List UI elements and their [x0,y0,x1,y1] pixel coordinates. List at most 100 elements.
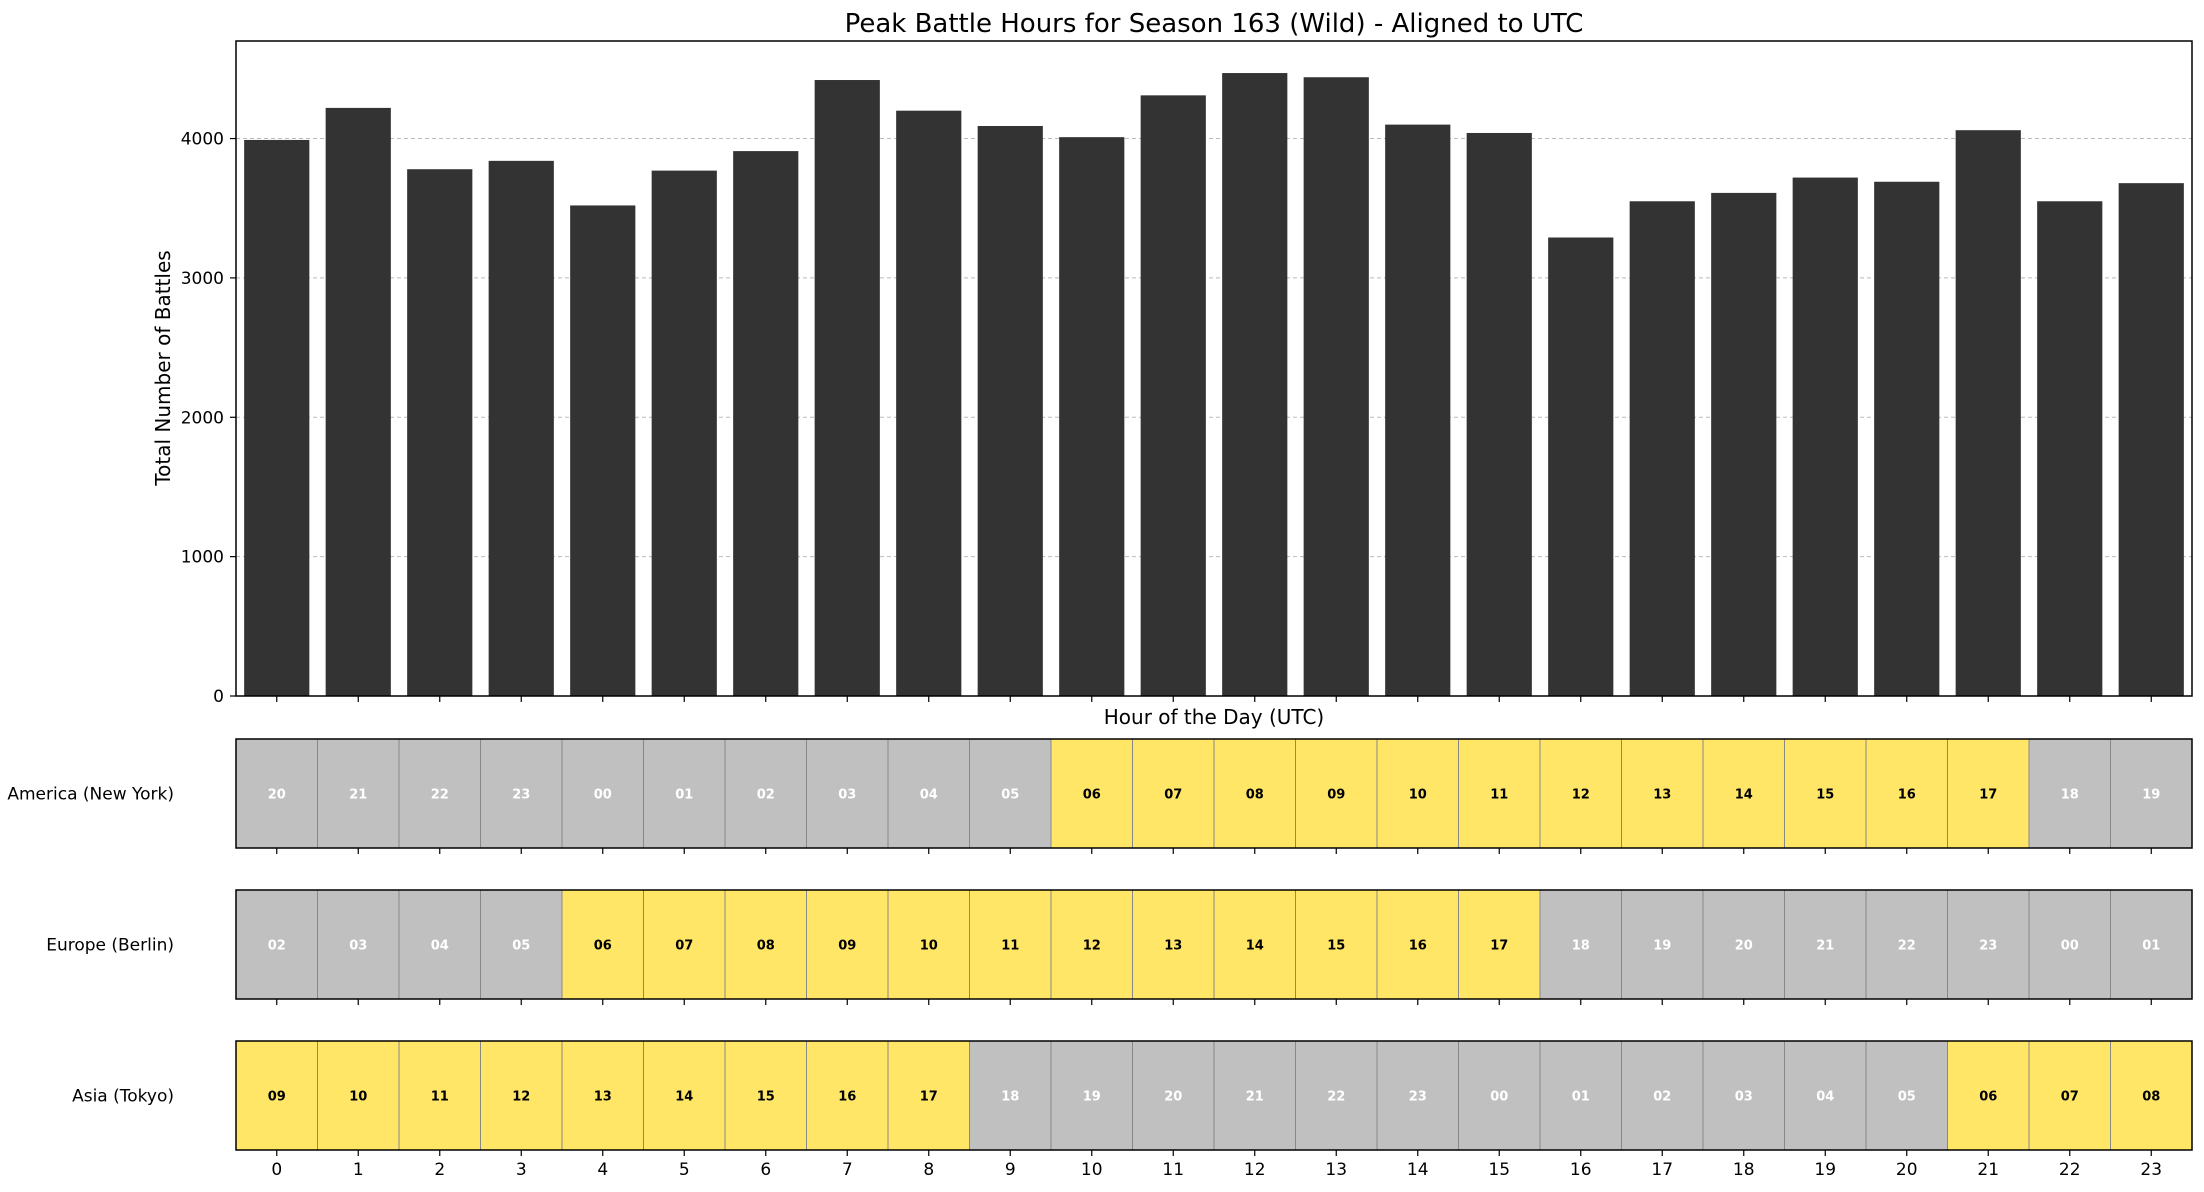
bar [651,170,717,696]
bar [1466,132,1532,696]
local-hour-label: 09 [838,939,856,954]
local-hour-label: 21 [1246,1090,1264,1105]
x-tick-label: 19 [1814,1160,1836,1180]
peak-hour-cell [561,1040,644,1151]
local-hour-label: 19 [2142,788,2160,803]
x-tick-label: 7 [842,1160,853,1180]
local-hour-label: 09 [1327,788,1345,803]
bar-plot-frame [235,40,2193,697]
timezone-row-frame [235,1040,2193,1151]
hour-x-ticks: 0 1 2 3 4 5 6 7 8 9 10 11 12 13 14 15 16 17 18 19 20 21 22 23 [271,1160,2162,1180]
local-hour-label: 01 [675,788,693,803]
timezone-row: Europe (Berlin) 02 03 04 05 06 07 08 09 10 11 12 13 1… [46,889,2193,1005]
local-hour-label: 09 [268,1090,286,1105]
bar [1222,73,1288,696]
y-axis-ticks: 0 1000 2000 3000 4000 [181,130,236,707]
x-tick-label: 22 [2059,1160,2081,1180]
x-tick-label: 6 [760,1160,771,1180]
local-hour-label: 23 [512,788,530,803]
local-hour-label: 07 [675,939,693,954]
local-hour-label: 08 [1246,788,1264,803]
bar-series [244,73,2184,697]
x-tick-label: 0 [271,1160,282,1180]
local-hour-label: 01 [2142,939,2160,954]
offpeak-hour-cell [1132,1040,1215,1151]
offpeak-hour-cell [398,889,481,1000]
local-hour-label: 18 [1001,1090,1019,1105]
offpeak-hour-cell [643,738,726,849]
local-hour-label: 20 [1164,1090,1182,1105]
local-hour-label: 20 [268,788,286,803]
bar [1385,124,1451,697]
local-hour-label: 10 [1409,788,1427,803]
bar [1711,192,1777,697]
bar [1955,130,2021,697]
x-tick-label: 5 [679,1160,690,1180]
offpeak-hour-cell [1295,1040,1378,1151]
local-hour-label: 17 [920,1090,938,1105]
local-hour-label: 17 [1490,939,1508,954]
peak-hour-cell [1458,738,1541,849]
offpeak-hour-cell [1621,889,1704,1000]
local-hour-label: 07 [2061,1090,2079,1105]
bar [2037,201,2103,696]
local-hour-label: 14 [675,1090,693,1105]
offpeak-hour-cell [1784,1040,1867,1151]
x-tick-label: 4 [597,1160,608,1180]
offpeak-hour-cell [480,738,563,849]
offpeak-hour-cell [235,738,318,849]
local-hour-label: 06 [1979,1090,1997,1105]
local-hour-label: 04 [1816,1090,1834,1105]
offpeak-hour-cell [1539,1040,1622,1151]
bar [1140,95,1206,696]
peak-hour-cell [887,1040,970,1151]
local-hour-label: 05 [512,939,530,954]
local-hour-label: 14 [1246,939,1264,954]
timezone-label: Asia (Tokyo) [72,1087,174,1107]
local-hour-label: 16 [1409,939,1427,954]
offpeak-hour-cell [317,738,400,849]
x-tick-label: 12 [1244,1160,1266,1180]
y-tick-label: 3000 [181,269,224,289]
timezone-strips: America (New York) 20 21 22 23 00 01 02 03 04 05 06… [7,738,2193,1156]
bar [1059,137,1125,697]
local-hour-label: 22 [431,788,449,803]
timezone-row: America (New York) 20 21 22 23 00 01 02 03 04 05 06… [7,738,2193,854]
x-axis-label: Hour of the Day (UTC) [1104,705,1324,729]
bar [1874,181,1940,697]
local-hour-label: 21 [349,788,367,803]
peak-hour-cell [1865,738,1948,849]
peak-hour-cell [1784,738,1867,849]
local-hour-label: 11 [431,1090,449,1105]
timezone-label: America (New York) [7,785,174,805]
local-hour-label: 13 [1653,788,1671,803]
local-hour-label: 17 [1979,788,1997,803]
y-tick-label: 4000 [181,130,224,150]
local-hour-label: 12 [512,1090,530,1105]
offpeak-hour-cell [1702,889,1785,1000]
offpeak-hour-cell [806,738,889,849]
local-hour-label: 05 [1001,788,1019,803]
timezone-label: Europe (Berlin) [46,936,174,956]
bar-x-ticks [276,696,2152,702]
offpeak-hour-cell [398,738,481,849]
bar [244,139,310,697]
local-hour-label: 16 [838,1090,856,1105]
local-hour-label: 22 [1898,939,1916,954]
peak-hour-cell [806,1040,889,1151]
local-hour-label: 13 [1164,939,1182,954]
local-hour-label: 02 [757,788,775,803]
local-hour-label: 00 [1490,1090,1508,1105]
local-hour-label: 07 [1164,788,1182,803]
bar [570,205,636,696]
bar [1629,201,1695,696]
local-hour-label: 14 [1735,788,1753,803]
peak-hour-cell [1458,889,1541,1000]
bar [896,110,962,697]
bar [2118,183,2184,697]
local-hour-label: 15 [1327,939,1345,954]
offpeak-hour-cell [2028,738,2111,849]
y-tick-label: 1000 [181,548,224,568]
offpeak-hour-cell [1621,1040,1704,1151]
